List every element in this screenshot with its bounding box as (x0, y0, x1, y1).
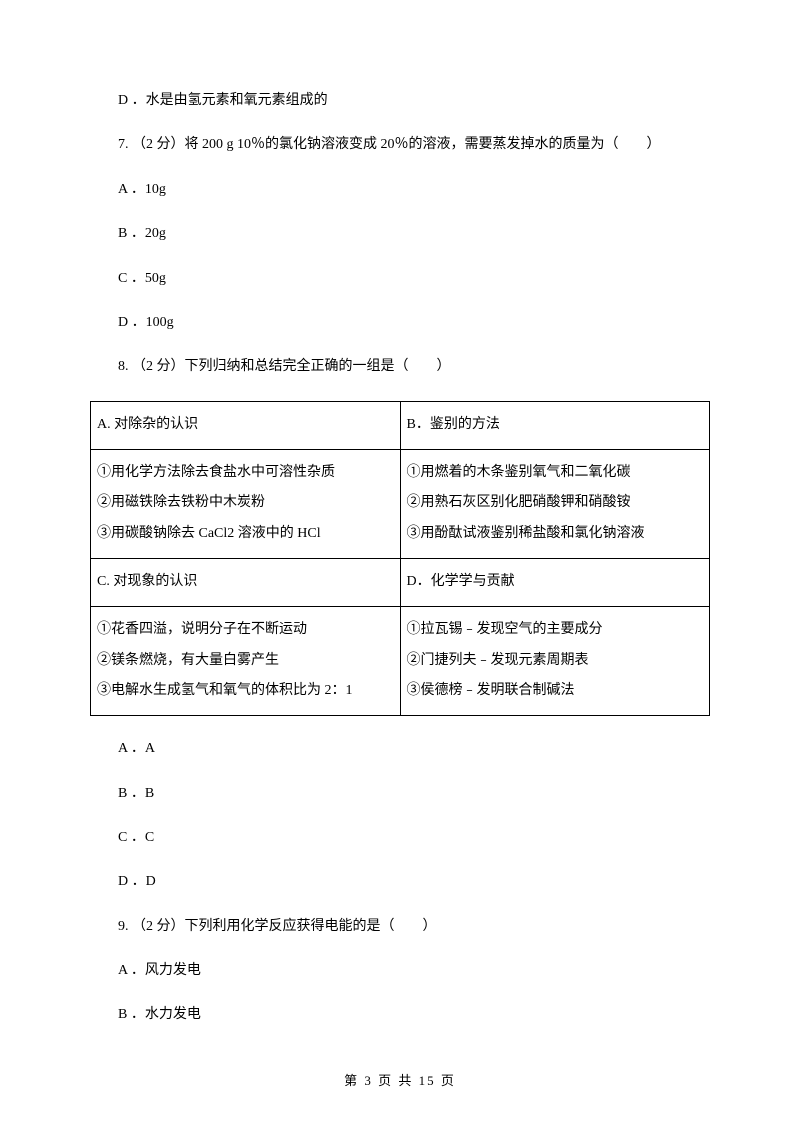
page-content: D ．水是由氢元素和氧元素组成的 7. （2 分）将 200 g 10％的氯化钠… (90, 90, 710, 1027)
cell-item: ②用熟石灰区别化肥硝酸钾和硝酸铵 (407, 488, 704, 519)
q8-option-b: B ．B (90, 783, 710, 805)
q8-stem: 8. （2 分）下列归纳和总结完全正确的一组是（ ） (90, 356, 710, 378)
cell-item: ①花香四溢，说明分子在不断运动 (97, 615, 394, 646)
table-cell-b-items: ①用燃着的木条鉴别氧气和二氧化碳 ②用熟石灰区别化肥硝酸钾和硝酸铵 ③用酚酞试液… (400, 449, 710, 558)
table-cell-d-header: D．化学学与贡献 (400, 558, 710, 606)
q7-stem: 7. （2 分）将 200 g 10％的氯化钠溶液变成 20％的溶液，需要蒸发掉… (90, 134, 710, 156)
cell-item: ①拉瓦锡﹣发现空气的主要成分 (407, 615, 704, 646)
page-footer: 第 3 页 共 15 页 (0, 1071, 800, 1092)
cell-item: ③用酚酞试液鉴别稀盐酸和氯化钠溶液 (407, 519, 704, 550)
table-cell-a-header: A. 对除杂的认识 (91, 401, 401, 449)
q8-option-a: A ．A (90, 738, 710, 760)
q7-option-c: C ．50g (90, 268, 710, 290)
cell-item: ②门捷列夫﹣发现元素周期表 (407, 646, 704, 677)
q9-option-b: B ．水力发电 (90, 1004, 710, 1026)
table-cell-d-items: ①拉瓦锡﹣发现空气的主要成分 ②门捷列夫﹣发现元素周期表 ③侯德榜﹣发明联合制碱… (400, 606, 710, 715)
q7-option-b: B ．20g (90, 223, 710, 245)
q9-stem: 9. （2 分）下列利用化学反应获得电能的是（ ） (90, 916, 710, 938)
cell-item: ①用化学方法除去食盐水中可溶性杂质 (97, 458, 394, 489)
cell-item: ①用燃着的木条鉴别氧气和二氧化碳 (407, 458, 704, 489)
table-cell-c-header: C. 对现象的认识 (91, 558, 401, 606)
cell-item: ③电解水生成氢气和氧气的体积比为 2：1 (97, 676, 394, 707)
q8-option-c: C ．C (90, 827, 710, 849)
cell-item: ③侯德榜﹣发明联合制碱法 (407, 676, 704, 707)
q6-option-d: D ．水是由氢元素和氧元素组成的 (90, 90, 710, 112)
q7-option-a: A ．10g (90, 179, 710, 201)
q7-option-d: D ．100g (90, 312, 710, 334)
table-cell-a-items: ①用化学方法除去食盐水中可溶性杂质 ②用磁铁除去铁粉中木炭粉 ③用碳酸钠除去 C… (91, 449, 401, 558)
cell-item: ③用碳酸钠除去 CaCl2 溶液中的 HCl (97, 519, 394, 550)
cell-item: ②镁条燃烧，有大量白雾产生 (97, 646, 394, 677)
cell-item: ②用磁铁除去铁粉中木炭粉 (97, 488, 394, 519)
table-cell-b-header: B．鉴别的方法 (400, 401, 710, 449)
table-cell-c-items: ①花香四溢，说明分子在不断运动 ②镁条燃烧，有大量白雾产生 ③电解水生成氢气和氧… (91, 606, 401, 715)
q8-option-d: D ．D (90, 871, 710, 893)
q8-table: A. 对除杂的认识 B．鉴别的方法 ①用化学方法除去食盐水中可溶性杂质 ②用磁铁… (90, 401, 710, 716)
q9-option-a: A ．风力发电 (90, 960, 710, 982)
